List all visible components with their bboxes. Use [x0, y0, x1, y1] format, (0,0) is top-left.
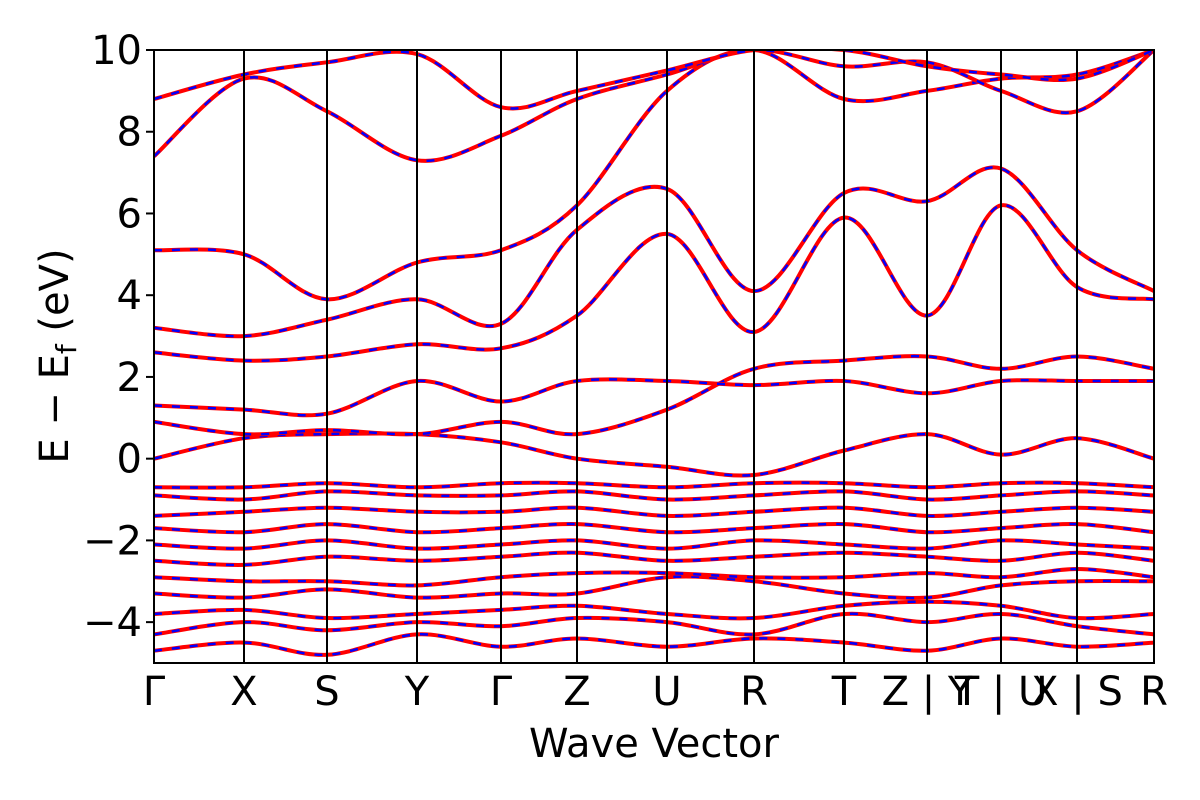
x-tick-label-1: X — [230, 669, 257, 715]
band-down-14 — [154, 204, 1154, 362]
band-down-3 — [154, 575, 1154, 600]
y-tick-label-1: −2 — [83, 518, 142, 564]
x-tick-label-6: U — [652, 669, 681, 715]
y-axis-title-main: E − E — [32, 354, 78, 464]
band-up-14 — [154, 203, 1154, 363]
band-down-6 — [154, 539, 1154, 550]
x-tick-label-2: S — [314, 669, 339, 715]
band-up-16 — [154, 50, 1154, 302]
y-tick-label-7: 10 — [91, 28, 142, 74]
band-down-13 — [154, 378, 1154, 417]
band-down-17 — [154, 50, 1154, 163]
x-tick-label-7: R — [740, 669, 768, 715]
x-tick-label-8: T — [831, 669, 857, 715]
band-up-0 — [154, 632, 1154, 657]
band-down-16 — [154, 50, 1154, 301]
band-down-11 — [154, 432, 1154, 477]
y-tick-label-2: 0 — [117, 437, 142, 483]
x-axis-title: Wave Vector — [529, 721, 780, 767]
x-tick-label-5: Z — [563, 669, 590, 715]
x-tick-label-4: Γ — [490, 669, 513, 715]
band-up-15 — [154, 165, 1154, 339]
y-tick-label-5: 6 — [117, 191, 142, 237]
x-tick-label-3: Y — [404, 669, 430, 715]
y-tick-label-3: 2 — [117, 355, 142, 401]
x-tick-label-11: X | S — [1031, 669, 1123, 715]
band-down-5 — [154, 551, 1154, 567]
band-down-15 — [154, 166, 1154, 338]
x-tick-label-0: Γ — [143, 669, 166, 715]
y-axis-title-sub: f — [50, 343, 83, 354]
plot-frame — [153, 49, 1155, 664]
y-axis-ticks: −4 −2 0 2 4 6 8 10 — [83, 28, 154, 646]
band-down-9 — [154, 490, 1154, 501]
band-up-13 — [154, 377, 1154, 418]
band-lines — [154, 50, 1154, 657]
y-tick-label-0: −4 — [83, 600, 142, 646]
y-tick-label-6: 8 — [117, 110, 142, 156]
band-down-7 — [154, 522, 1154, 534]
y-tick-label-4: 4 — [117, 273, 142, 319]
x-tick-label-12: R — [1140, 669, 1168, 715]
y-axis-title-unit: (eV) — [32, 248, 78, 344]
x-tick-label-9: Z | Y — [882, 669, 973, 715]
band-down-12 — [154, 354, 1154, 436]
x-axis-ticks: Γ X S Y Γ Z U R T Z | YT | UX | S R — [143, 669, 1168, 715]
x-tick-label-10: T | U — [954, 669, 1048, 715]
band-down-0 — [154, 633, 1154, 657]
band-down-1 — [154, 612, 1154, 636]
band-down-2 — [154, 600, 1154, 620]
kpath-dividers — [243, 50, 1078, 663]
y-axis-title: E − Ef (eV) — [32, 248, 83, 463]
